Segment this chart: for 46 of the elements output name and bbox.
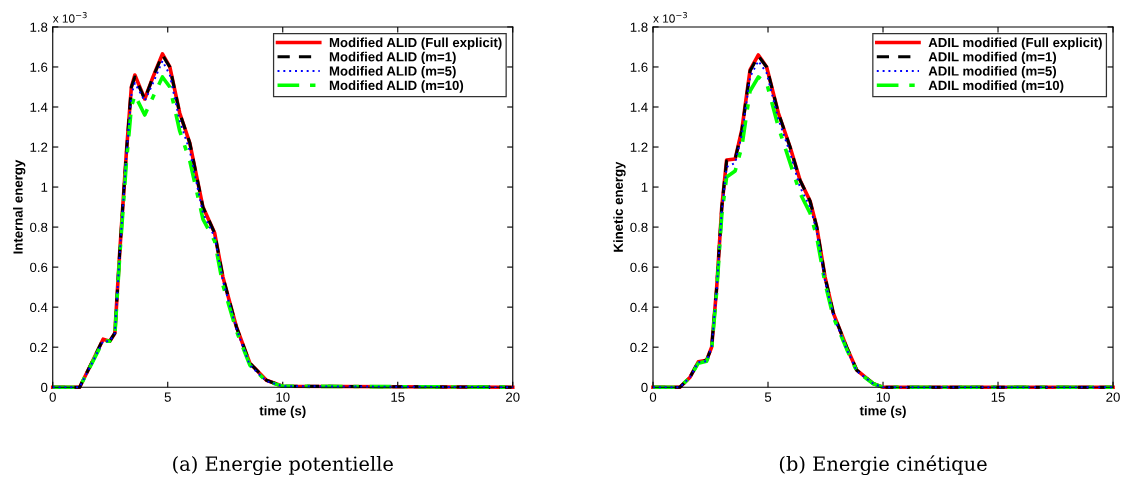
x-tick-label: 0: [649, 392, 657, 402]
y-tick-label: 0: [41, 382, 48, 393]
x-tick-label: 10: [876, 392, 890, 402]
y-tick-label: 1.8: [30, 22, 48, 32]
legend-label: ADIL modified (m=1): [928, 51, 1057, 65]
x-tick-label: 5: [764, 392, 772, 402]
legend-label: ADIL modified (m=5): [928, 66, 1057, 79]
x-tick-label: 10: [276, 392, 290, 402]
legend-label: ADIL modified (m=10): [928, 80, 1064, 93]
text: (a) Energie potentielle: [173, 455, 393, 476]
y-tick-label: 1.8: [630, 22, 648, 32]
y-tick-label: 0.6: [30, 262, 48, 273]
x-tick-label: 20: [506, 392, 520, 402]
y-tick-label: 0.2: [630, 342, 648, 353]
y-tick-label: 0.8: [630, 222, 648, 232]
y-tick-label: 1.2: [30, 142, 48, 152]
legend-label: Modified ALID (m=10): [329, 80, 464, 93]
y-tick-label: 1: [641, 182, 648, 192]
y-tick-label: 0.4: [30, 302, 48, 313]
y-tick-label: 1.4: [630, 102, 648, 112]
y-tick-label: 0: [641, 382, 648, 393]
y-tick-label: 1.6: [630, 62, 648, 72]
x-tick-label: 15: [391, 392, 405, 402]
legend-label: Modified ALID (m=1): [329, 51, 456, 65]
x-tick-label: 5: [164, 392, 171, 402]
text: x 10$^{−3}$: [653, 11, 687, 23]
y-tick-label: 0.6: [630, 262, 648, 273]
y-tick-label: 1.6: [30, 62, 48, 72]
legend-label: ADIL modified (Full explicit): [928, 37, 1102, 50]
text: x 10$^{−3}$: [52, 11, 87, 23]
text: (b) Energie cinétique: [779, 455, 987, 476]
x-tick-label: 20: [1106, 392, 1120, 402]
y-tick-label: 0.4: [630, 302, 648, 313]
x-tick-label: 0: [49, 392, 56, 402]
y-tick-label: 0.2: [30, 342, 48, 353]
x-axis-title: time (s): [859, 405, 906, 419]
x-axis-title: time (s): [259, 405, 306, 419]
y-tick-label: 0.8: [30, 222, 48, 232]
legend-label: Modified ALID (Full explicit): [329, 37, 502, 50]
y-tick-label: 1: [41, 182, 48, 192]
y-tick-label: 1.4: [30, 102, 48, 112]
x-tick-label: 15: [991, 392, 1005, 402]
y-axis-title: Internal energy: [13, 159, 26, 254]
legend-label: Modified ALID (m=5): [329, 66, 456, 79]
y-axis-title: Kinetic energy: [613, 161, 626, 252]
y-tick-label: 1.2: [630, 142, 648, 152]
